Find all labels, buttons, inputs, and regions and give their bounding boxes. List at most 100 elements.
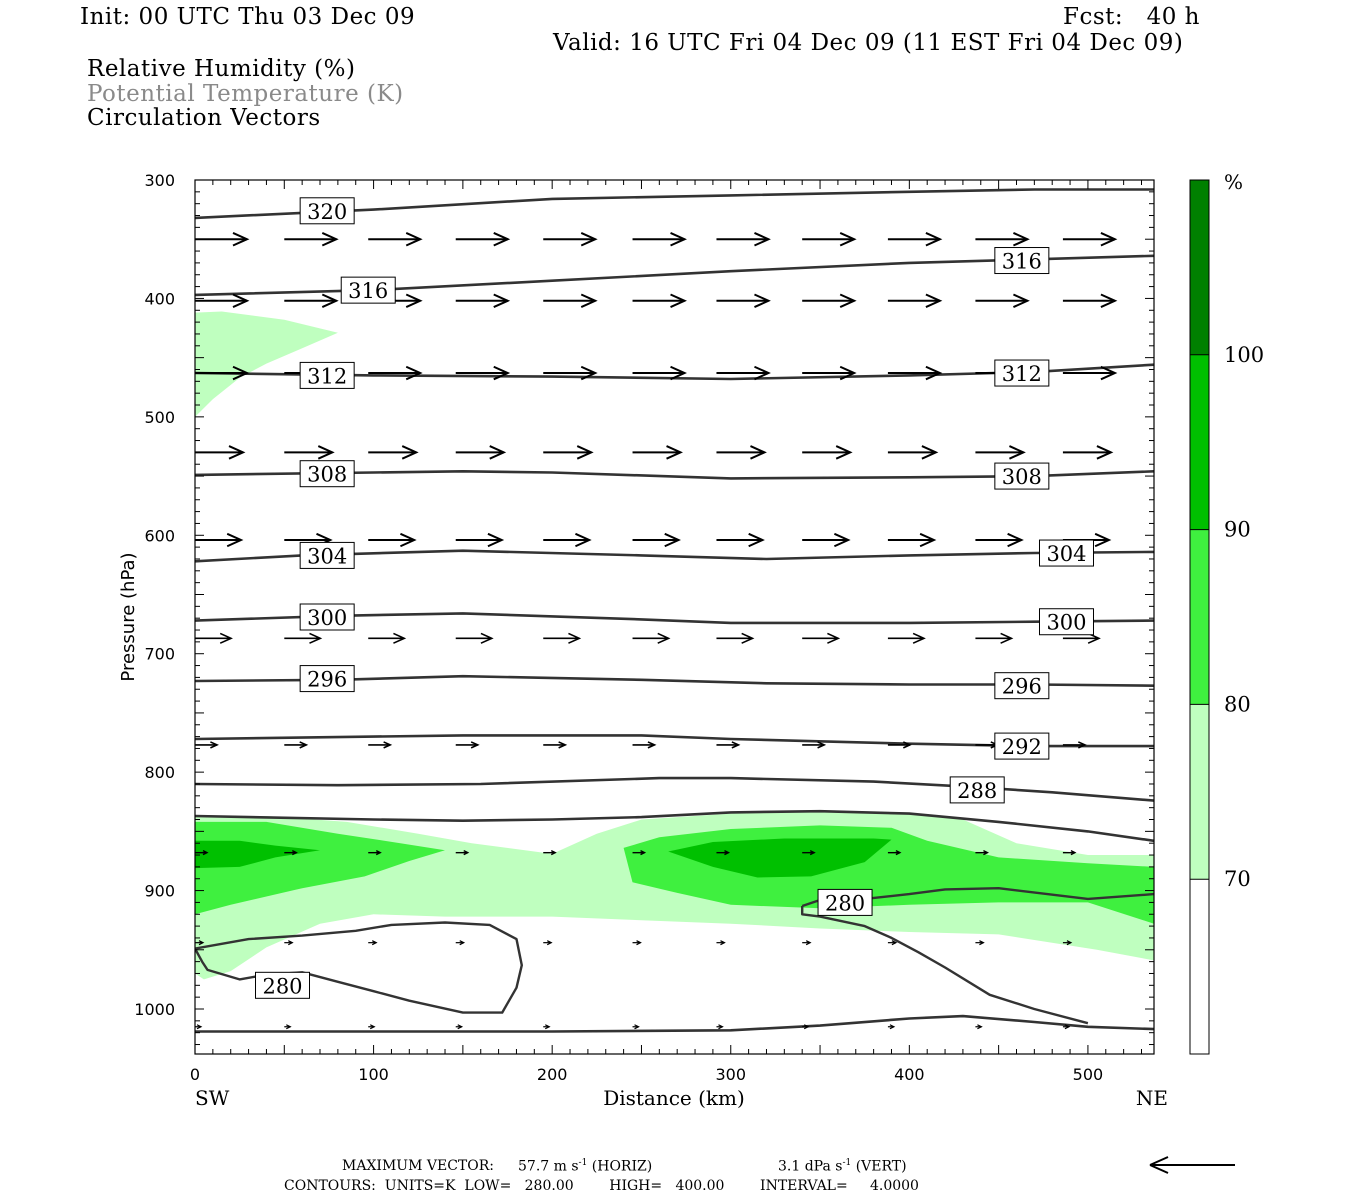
vector-arrow	[368, 1024, 376, 1030]
vector-head	[741, 632, 755, 644]
vector-arrow	[802, 850, 816, 856]
contour-label-text: 280	[825, 891, 865, 915]
vector-head	[493, 365, 511, 381]
vector-head	[383, 741, 393, 749]
vector-head	[196, 1024, 203, 1030]
vector-arrow	[455, 532, 505, 548]
vector-head	[568, 632, 582, 644]
contour-label-box	[994, 732, 1050, 760]
max-vector-label: MAXIMUM VECTOR:	[342, 1158, 494, 1174]
vector-head	[925, 293, 943, 309]
vector-arrow	[802, 741, 827, 749]
vector-head	[670, 293, 687, 309]
vector-arrow	[368, 741, 393, 749]
rh-area-90-4	[195, 840, 320, 869]
contour-label-box	[1038, 539, 1094, 567]
vector-arrow	[195, 293, 250, 309]
axis-tick-labels: 0 100 200 300 400 500 300 400 500 600 700 800 900 100…	[134, 171, 1103, 1084]
circulation-vectors	[195, 232, 1118, 1030]
vector-head	[833, 532, 851, 548]
vector-head	[750, 445, 767, 460]
contour-label-text: 292	[1002, 735, 1042, 759]
vector-arrow	[284, 1024, 292, 1030]
vector-arrow	[543, 940, 553, 946]
vector-arrow	[195, 532, 244, 548]
theta-contour-320	[195, 188, 1154, 220]
vector-head	[400, 532, 417, 548]
x-tick-label: 500	[1073, 1065, 1104, 1084]
vector-head	[226, 532, 244, 548]
vector-head	[839, 365, 857, 381]
vector-head	[1100, 365, 1118, 381]
contour-label-text: 300	[307, 606, 347, 630]
vector-arrow	[455, 850, 470, 856]
vector-head	[470, 741, 480, 749]
vector-arrow	[368, 940, 378, 946]
vector-head	[1007, 532, 1024, 548]
vector-head	[232, 365, 250, 381]
vector-arrow	[195, 850, 209, 856]
vector-head	[647, 741, 657, 749]
max-vector-horiz-value: 57.7 m s	[518, 1158, 579, 1175]
vert-tag: (VERT)	[855, 1158, 907, 1175]
field-potential-temperature: Potential Temperature (K)	[87, 81, 404, 107]
vector-head	[299, 741, 309, 749]
vector-arrow	[975, 850, 989, 856]
vector-arrow	[195, 632, 233, 644]
contour-label-text: 316	[348, 279, 388, 303]
vector-head	[919, 532, 937, 548]
vector-arrow	[195, 1024, 203, 1030]
vector-head	[321, 232, 339, 247]
vector-arrow	[455, 632, 494, 644]
vector-arrow	[887, 365, 943, 381]
vector-arrow	[543, 850, 557, 856]
colorbar-tick-label: 80	[1224, 692, 1251, 716]
vector-head	[839, 232, 857, 247]
y-tick-label: 300	[144, 171, 175, 190]
contour-label-box	[299, 197, 355, 225]
vector-head	[720, 940, 726, 946]
contour-label-box	[299, 361, 355, 389]
x-tick-label: 400	[894, 1065, 925, 1084]
vector-arrow	[716, 532, 765, 548]
vector-arrow	[632, 741, 657, 749]
vector-arrow	[887, 940, 898, 946]
vector-arrow	[543, 293, 598, 309]
vector-arrow	[802, 365, 857, 381]
vector-head	[724, 850, 731, 856]
vector-head	[393, 632, 407, 644]
contour-label-text: 312	[1002, 362, 1042, 386]
y-tick-label: 500	[144, 408, 175, 427]
vector-head	[670, 232, 687, 247]
vector-head	[576, 445, 594, 460]
colorbar-segment	[1190, 354, 1209, 530]
vector-head	[317, 445, 335, 460]
contour-label-text: 312	[307, 364, 347, 388]
vector-head	[912, 632, 926, 644]
field-relative-humidity: Relative Humidity (%)	[87, 56, 356, 82]
theta-contour-280-part-1	[801, 906, 1089, 1025]
vector-arrow	[632, 232, 687, 247]
vector-arrow	[368, 632, 407, 644]
contour-label-text: 308	[1002, 465, 1042, 489]
vector-arrow	[284, 850, 298, 856]
contour-label-312: 312	[299, 361, 355, 389]
colorbar-segment	[1190, 529, 1209, 705]
vector-head	[891, 940, 898, 946]
vector-arrow	[716, 940, 726, 946]
theta-contour-280-part-0	[195, 921, 523, 1014]
vector-arrow	[284, 741, 309, 749]
vector-head	[219, 632, 233, 644]
y-tick-label: 900	[144, 882, 175, 901]
vector-arrow	[1062, 1024, 1071, 1030]
vector-arrow	[455, 1024, 464, 1030]
vector-arrow	[975, 940, 985, 946]
vector-arrow	[975, 532, 1024, 548]
colorbar: 70 80 90 100	[1189, 179, 1264, 1055]
vector-arrow	[368, 365, 423, 381]
vector-head	[405, 232, 423, 247]
vector-head	[1094, 532, 1112, 548]
vector-head	[748, 532, 765, 548]
contour-label-316: 316	[340, 276, 396, 304]
vector-head	[664, 532, 681, 548]
